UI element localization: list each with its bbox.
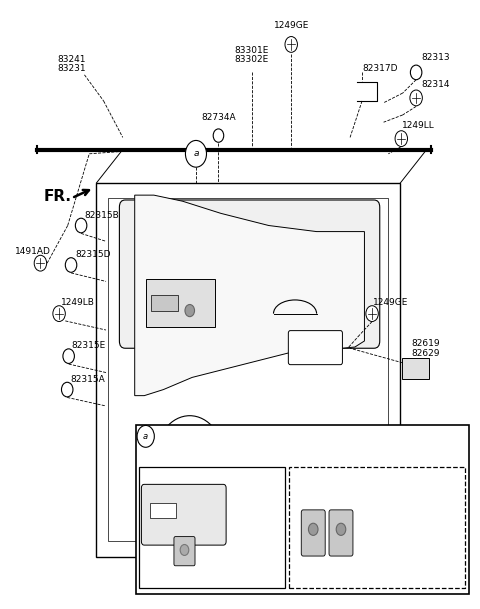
Circle shape	[167, 431, 213, 488]
Text: 93582B: 93582B	[151, 473, 185, 482]
Circle shape	[156, 416, 224, 503]
Text: 82629: 82629	[411, 348, 440, 357]
Text: (W/SEAT WARMER: (W/SEAT WARMER	[305, 465, 381, 473]
Circle shape	[309, 523, 318, 535]
Circle shape	[197, 445, 201, 450]
Text: a: a	[143, 432, 148, 441]
Text: 1249GE: 1249GE	[373, 298, 408, 307]
Text: 1249LB: 1249LB	[60, 298, 95, 307]
Text: 83241: 83241	[57, 55, 86, 65]
Bar	[96, 183, 400, 557]
Bar	[108, 198, 388, 541]
Text: 82315D: 82315D	[75, 250, 110, 259]
Text: 93580L: 93580L	[235, 433, 269, 442]
FancyBboxPatch shape	[329, 510, 353, 556]
Circle shape	[137, 426, 155, 447]
Text: 93581F: 93581F	[173, 576, 207, 585]
Circle shape	[395, 131, 408, 147]
Circle shape	[65, 258, 77, 272]
Circle shape	[174, 457, 178, 462]
Text: 82620: 82620	[307, 344, 336, 353]
Circle shape	[34, 255, 47, 271]
Text: FR.: FR.	[44, 189, 72, 204]
Text: 82314: 82314	[421, 80, 449, 89]
Text: 82317D: 82317D	[362, 64, 397, 73]
FancyBboxPatch shape	[402, 358, 429, 379]
Circle shape	[63, 349, 74, 364]
Text: 93581F: 93581F	[345, 549, 379, 558]
FancyBboxPatch shape	[146, 279, 215, 327]
Circle shape	[336, 523, 346, 535]
Text: 93752: 93752	[345, 558, 374, 567]
FancyBboxPatch shape	[120, 200, 380, 348]
Text: 82315B: 82315B	[84, 211, 119, 220]
Circle shape	[179, 469, 182, 474]
Circle shape	[188, 440, 192, 445]
Circle shape	[185, 141, 206, 167]
FancyBboxPatch shape	[174, 537, 195, 566]
Text: 1491AD: 1491AD	[15, 247, 51, 256]
Circle shape	[366, 306, 378, 322]
Circle shape	[410, 65, 422, 80]
Bar	[150, 502, 176, 518]
Circle shape	[410, 90, 422, 106]
Circle shape	[180, 544, 189, 555]
Text: 83231: 83231	[57, 64, 86, 73]
Text: 82734A: 82734A	[201, 113, 236, 122]
Circle shape	[213, 129, 224, 143]
Text: (HEATER)-ON/OFF): (HEATER)-ON/OFF)	[304, 473, 382, 482]
Bar	[136, 426, 469, 594]
FancyBboxPatch shape	[246, 452, 327, 500]
Text: 1249LL: 1249LL	[402, 121, 434, 130]
FancyBboxPatch shape	[288, 331, 342, 365]
Circle shape	[179, 445, 182, 450]
Circle shape	[53, 306, 65, 322]
Text: 93580R: 93580R	[234, 442, 269, 450]
PathPatch shape	[135, 195, 364, 396]
Circle shape	[61, 382, 73, 397]
Circle shape	[185, 304, 194, 317]
Text: 83301E: 83301E	[235, 46, 269, 55]
Text: 82313: 82313	[421, 53, 450, 62]
Text: 83302E: 83302E	[235, 55, 269, 65]
Text: 82315E: 82315E	[72, 340, 106, 350]
Bar	[140, 466, 286, 588]
Text: 82610: 82610	[307, 335, 336, 344]
Text: 1249GE: 1249GE	[274, 21, 309, 30]
Text: 82315A: 82315A	[70, 375, 105, 384]
Text: 93582A: 93582A	[151, 465, 185, 473]
Circle shape	[188, 474, 192, 479]
Circle shape	[197, 469, 201, 474]
Text: 82619: 82619	[411, 339, 440, 348]
FancyBboxPatch shape	[301, 510, 325, 556]
Bar	[152, 295, 178, 311]
Circle shape	[285, 37, 298, 52]
Circle shape	[75, 218, 87, 233]
FancyBboxPatch shape	[142, 484, 226, 545]
Bar	[289, 466, 465, 588]
Circle shape	[201, 457, 205, 462]
Text: a: a	[193, 149, 199, 158]
